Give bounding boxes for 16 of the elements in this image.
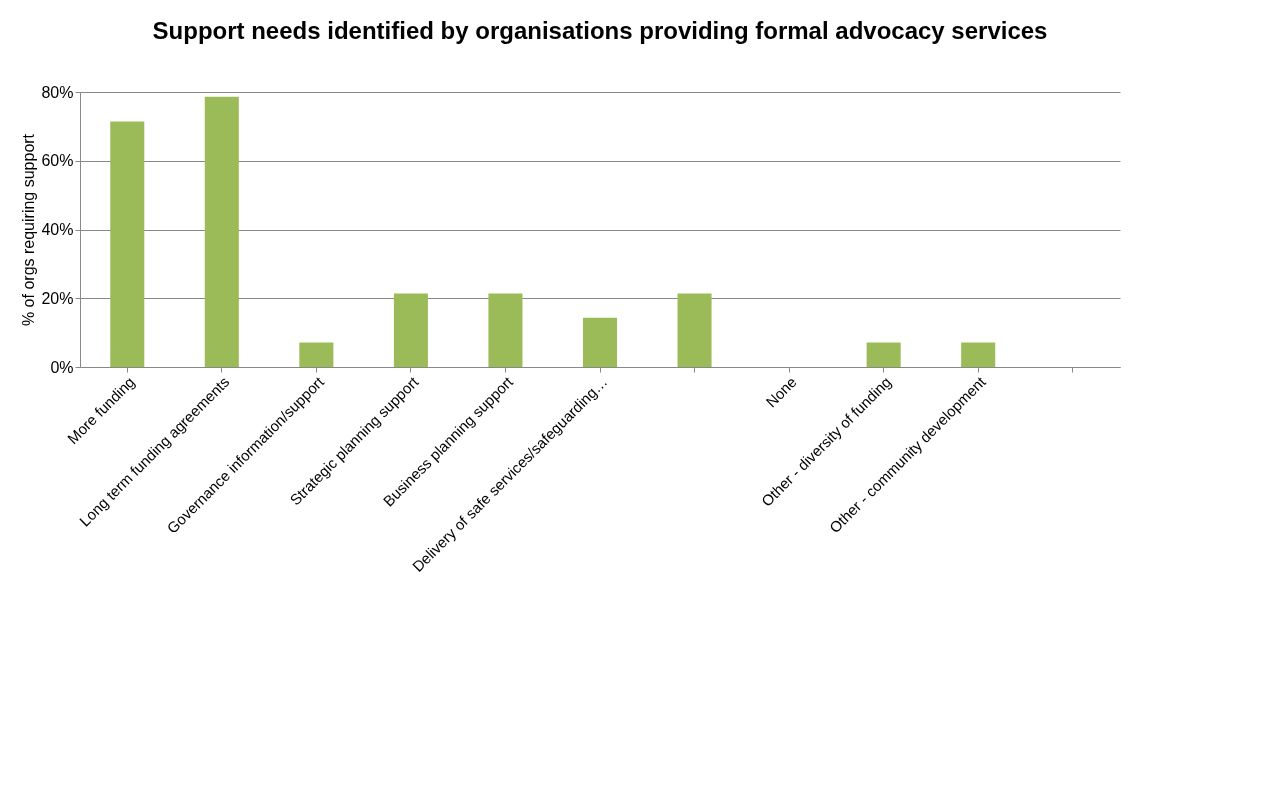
y-tick-label: 0% bbox=[50, 358, 74, 376]
y-axis-title: % of orgs requiring support bbox=[20, 133, 38, 327]
y-tick-label: 60% bbox=[41, 152, 74, 170]
bar bbox=[393, 293, 428, 367]
y-tick-label: 80% bbox=[41, 83, 74, 101]
y-tick-label: 40% bbox=[41, 221, 74, 238]
bar bbox=[488, 293, 523, 367]
chart-title: Support needs identified by organisations providing formal advocacy services bbox=[152, 17, 1048, 44]
bar bbox=[677, 293, 712, 367]
bar bbox=[961, 342, 996, 367]
y-tick-label: 20% bbox=[41, 289, 74, 307]
bar bbox=[299, 342, 334, 367]
bar bbox=[204, 96, 239, 367]
bar bbox=[866, 342, 901, 367]
bar bbox=[582, 317, 618, 367]
bar bbox=[110, 121, 145, 367]
